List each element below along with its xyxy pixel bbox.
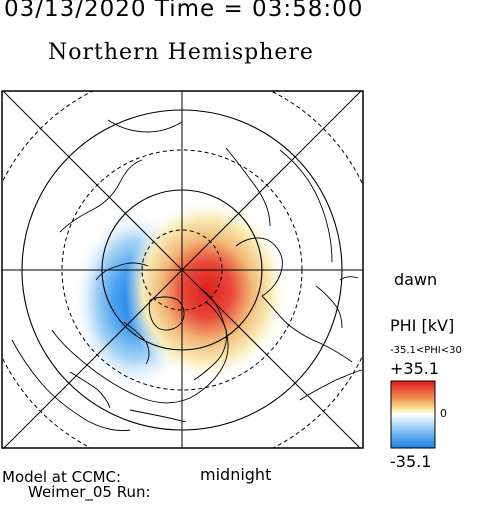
colorbar [390,380,436,449]
coastlines [11,119,363,431]
dawn-label: dawn [394,270,438,289]
colorbar-min-label: -35.1 [390,452,432,471]
plot-title: Northern Hemisphere [48,40,314,65]
midnight-label: midnight [200,465,272,484]
header-datetime: 03/13/2020 Time = 03:58:00 [4,0,364,22]
meridians [2,91,363,448]
colorbar-max-label: +35.1 [390,359,440,378]
positive-potential-cell [125,198,289,382]
map-area [2,91,363,448]
model-line-1: Model at CCMC: [2,468,122,486]
colorbar-range: -35.1<PHI<30 [390,345,462,356]
model-line-2: Weimer_05 Run: [28,483,151,501]
colorbar-zero-label: 0 [440,407,447,420]
map-frame [1,90,364,449]
colorbar-title: PHI [kV] [390,316,455,335]
